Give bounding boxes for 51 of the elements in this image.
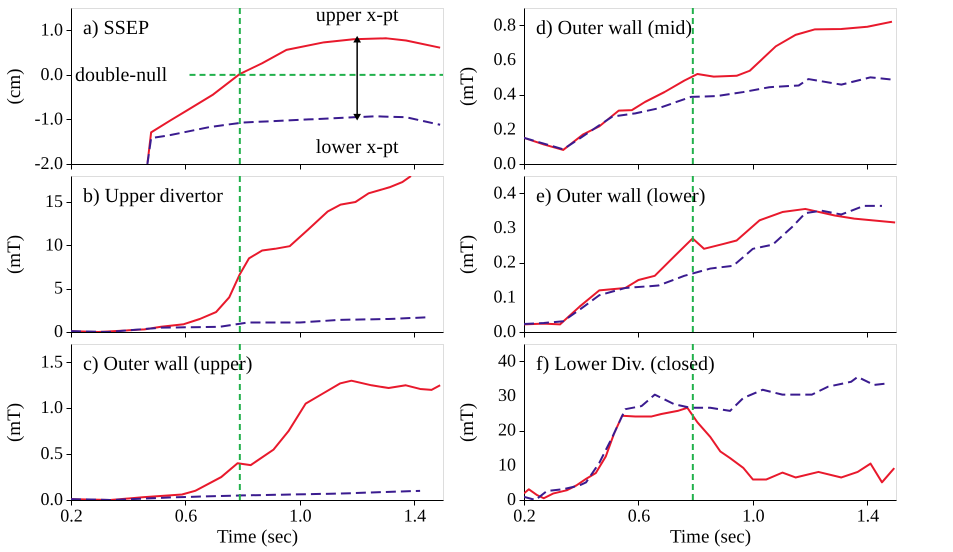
y-tick-label: 1.0	[40, 19, 63, 40]
x-tick-label: 1.0	[742, 506, 765, 526]
y-tick-label: 0.6	[494, 49, 516, 69]
y-tick-label: 0.0	[494, 321, 516, 341]
y-tick-label: 1.0	[40, 397, 63, 418]
y-tick-label: 0.5	[40, 443, 63, 464]
y-tick-label: 0	[54, 321, 63, 341]
y-axis-title: (cm)	[4, 68, 25, 104]
x-tick-label: 0.6	[628, 506, 650, 526]
y-tick-label: 10	[498, 454, 516, 474]
y-tick-label: 30	[498, 385, 516, 405]
chart-title: b) Upper divertor	[83, 185, 224, 207]
y-tick-label: 5	[54, 278, 63, 298]
x-axis-title: Time (sec)	[216, 526, 298, 548]
y-tick-label: 0.4	[494, 84, 516, 104]
chart-title: e) Outer wall (lower)	[536, 185, 706, 207]
y-tick-label: 20	[498, 420, 516, 440]
y-axis-title: (mT)	[457, 234, 478, 274]
y-tick-label: 0.2	[494, 118, 516, 138]
y-tick-label: 0.0	[40, 489, 63, 509]
y-tick-label: 15	[45, 191, 63, 211]
y-tick-label: 1.5	[40, 351, 63, 372]
chart-title: d) Outer wall (mid)	[536, 17, 692, 39]
x-axis-title: Time (sec)	[670, 526, 752, 548]
x-tick-label: 1.4	[856, 506, 880, 526]
ref-line-label: double-null	[75, 64, 168, 86]
y-tick-label: 0.3	[494, 217, 516, 237]
y-tick-label: 0.8	[494, 14, 516, 34]
x-tick-label: 1.0	[289, 506, 312, 526]
y-tick-label: 0.1	[494, 286, 516, 306]
annotation: upper x-pt	[316, 4, 399, 26]
annotation: lower x-pt	[316, 136, 399, 158]
x-tick-label: 1.4	[404, 506, 426, 526]
y-axis-title: (mT)	[4, 402, 25, 442]
y-tick-label: 0.0	[40, 64, 63, 84]
x-tick-label: 0.6	[174, 506, 198, 526]
y-tick-label: 40	[498, 350, 516, 370]
y-tick-label: -2.0	[34, 153, 63, 173]
y-tick-label: 0.4	[494, 182, 516, 202]
y-axis-title: (mT)	[457, 66, 478, 106]
y-axis-title: (mT)	[4, 234, 25, 274]
y-axis-title: (mT)	[457, 402, 478, 442]
chart-title: f) Lower Div. (closed)	[536, 353, 715, 375]
x-tick-label: 0.2	[513, 506, 536, 526]
y-tick-label: 0.0	[494, 153, 516, 173]
chart-title: a) SSEP	[83, 17, 150, 39]
y-tick-label: 10	[45, 234, 63, 254]
y-tick-label: 0.2	[494, 252, 516, 272]
y-tick-label: -1.0	[34, 108, 63, 128]
chart-title: c) Outer wall (upper)	[83, 353, 252, 375]
y-tick-label: 0	[507, 489, 516, 509]
